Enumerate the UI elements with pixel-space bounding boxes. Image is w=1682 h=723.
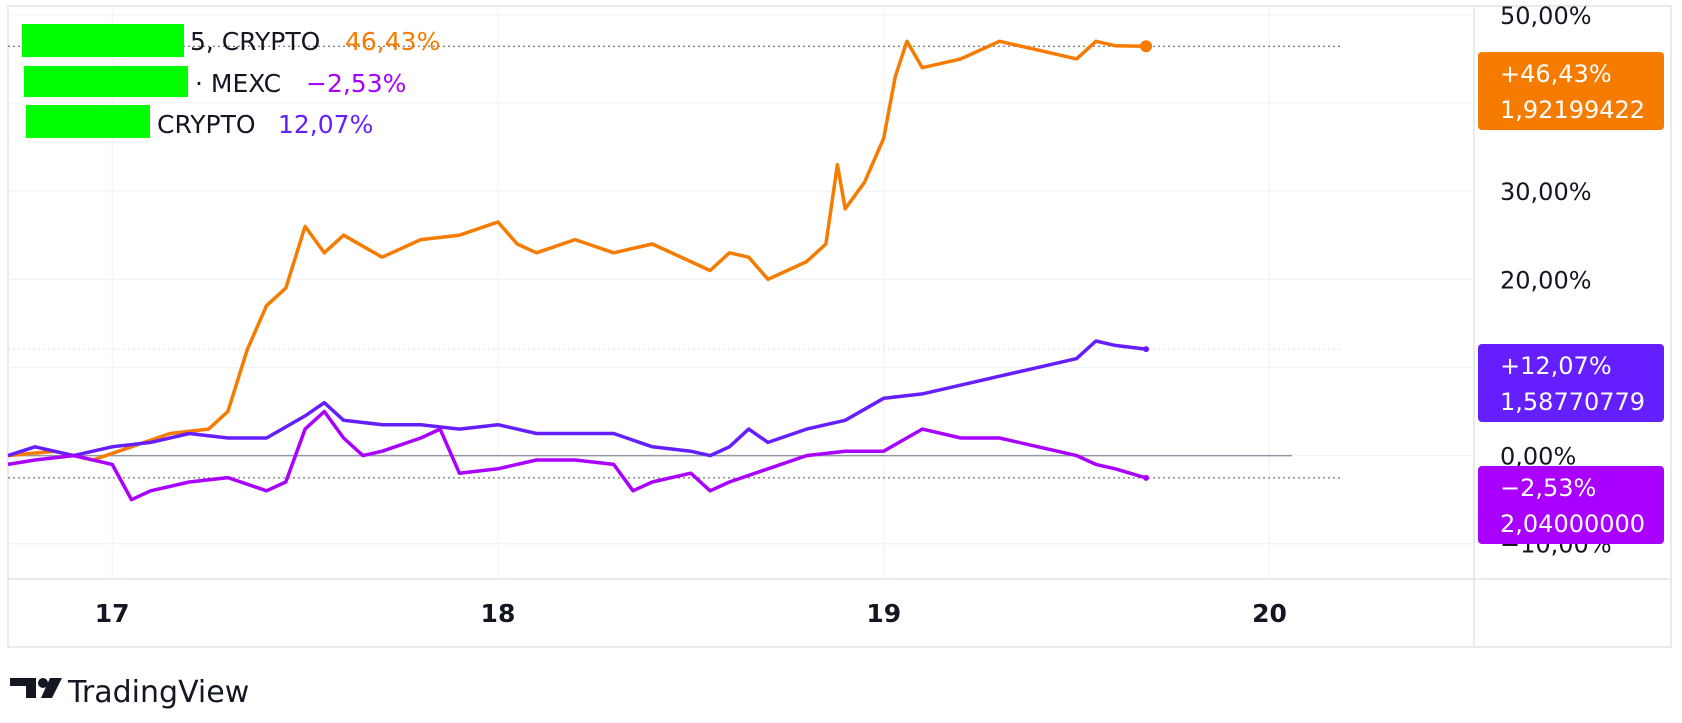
legend-value-1: 46,43% xyxy=(345,27,440,56)
legend-redaction-2 xyxy=(24,66,188,97)
legend-redaction-1 xyxy=(22,24,184,57)
series-layer xyxy=(7,39,1153,502)
x-tick-label: 17 xyxy=(95,599,130,628)
price-badge-3 xyxy=(1478,466,1664,544)
price-badge-2 xyxy=(1478,344,1664,422)
y-tick-label: 50,00% xyxy=(1500,2,1592,30)
legend-value-2: −2,53% xyxy=(306,69,406,98)
price-badge-change: −2,53% xyxy=(1500,474,1596,502)
tradingview-logo-icon xyxy=(10,678,62,698)
legend-value-3: 12,07% xyxy=(278,110,373,139)
series-line-1[interactable] xyxy=(7,39,1147,462)
price-badge-price: 1,58770779 xyxy=(1500,388,1645,416)
legend-symbol-1[interactable]: 5, CRYPTO xyxy=(190,27,320,56)
x-axis[interactable]: 17 18 19 20 xyxy=(95,599,1287,628)
legend[interactable]: 5, CRYPTO 46,43% · MEXC −2,53% CRYPTO 12… xyxy=(22,24,440,139)
series-last-point-2 xyxy=(1143,346,1150,353)
legend-redaction-3 xyxy=(26,105,150,138)
legend-symbol-2[interactable]: · MEXC xyxy=(195,69,281,98)
price-badges: +46,43% 1,92199422 +12,07% 1,58770779 −2,53%… xyxy=(1478,52,1664,544)
legend-symbol-3[interactable]: CRYPTO xyxy=(157,110,256,139)
x-tick-label: 19 xyxy=(866,599,901,628)
series-last-point-1 xyxy=(1140,40,1153,53)
y-tick-label: 0,00% xyxy=(1500,443,1576,471)
series-line-2[interactable] xyxy=(7,339,1147,458)
chart-frame xyxy=(7,5,1672,648)
price-badge-price: 2,04000000 xyxy=(1500,510,1645,538)
price-badge-change: +12,07% xyxy=(1500,352,1612,380)
series-last-point-3 xyxy=(1143,474,1150,481)
price-badge-1 xyxy=(1478,52,1664,130)
x-tick-label: 20 xyxy=(1252,599,1287,628)
series-line-3[interactable] xyxy=(7,409,1147,502)
x-tick-label: 18 xyxy=(481,599,516,628)
y-tick-label: 30,00% xyxy=(1500,178,1592,206)
brand-name: TradingView xyxy=(67,675,249,710)
price-badge-change: +46,43% xyxy=(1500,60,1612,88)
tradingview-logo[interactable]: TradingView xyxy=(10,675,249,710)
y-tick-label: 20,00% xyxy=(1500,266,1592,294)
price-badge-price: 1,92199422 xyxy=(1500,96,1645,124)
